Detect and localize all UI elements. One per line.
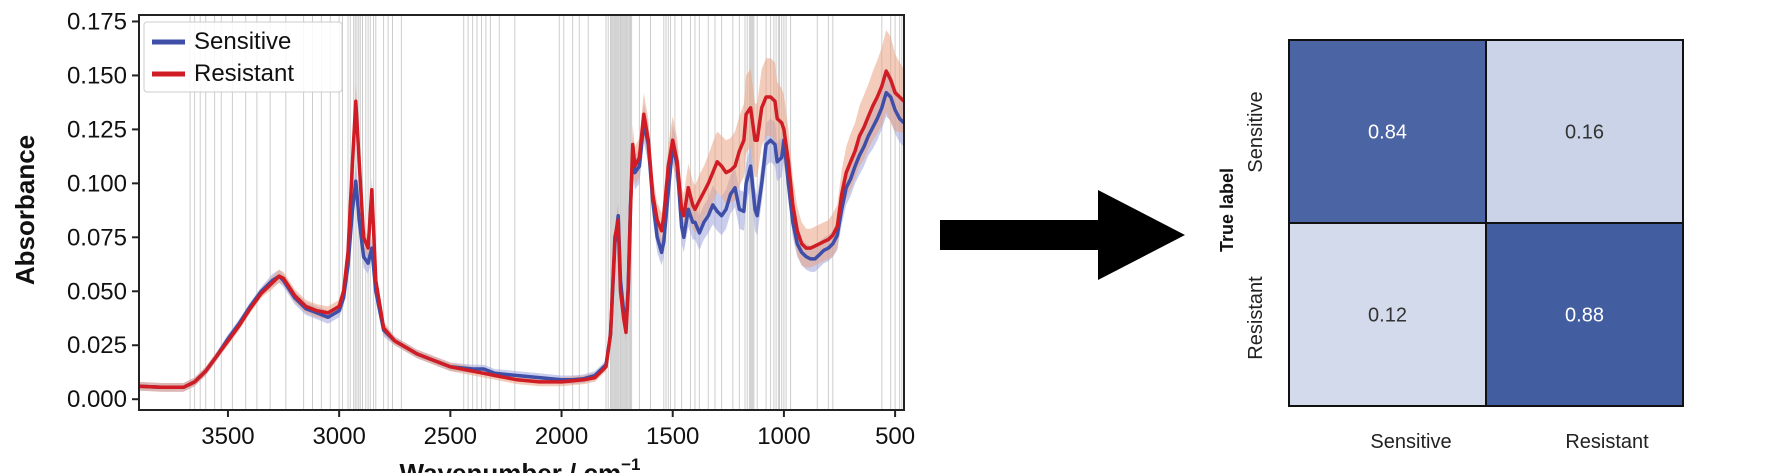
y-tick-label: 0.125 [67, 116, 127, 143]
matrix-y-label: True label [1217, 168, 1237, 252]
legend-label-resistant: Resistant [194, 60, 294, 87]
y-axis: 0.000 0.025 0.050 0.075 0.100 0.125 0.150 0.175 [67, 8, 139, 413]
matrix-row-label-sensitive: Sensitive [1245, 91, 1267, 172]
x-axis-label-superscript: −1 [621, 455, 640, 473]
arrow-head [1098, 190, 1185, 280]
x-tick-label: 2500 [424, 423, 477, 450]
x-tick-label: 3500 [201, 423, 254, 450]
series-lines [138, 69, 906, 390]
legend-label-sensitive: Sensitive [194, 28, 291, 55]
plot-frame [138, 14, 905, 411]
y-tick-label: 0.050 [67, 278, 127, 305]
band-sensitive [139, 69, 904, 392]
series-line-sensitive [138, 90, 906, 390]
x-axis-label-text: Wavenumber / cm [400, 458, 622, 473]
x-tick-label: 1500 [646, 423, 699, 450]
y-tick-label: 0.000 [67, 386, 127, 413]
matrix-cells: 0.84 0.16 0.12 0.88 [1288, 39, 1684, 407]
y-tick-label: 0.150 [67, 62, 127, 89]
legend-box [143, 21, 343, 93]
x-axis: 3500 3000 2500 2000 1500 1000 500 [201, 410, 915, 450]
x-tick-label: 3000 [312, 423, 365, 450]
x-tick-label: 1000 [757, 423, 810, 450]
arrow-shaft [940, 220, 1100, 250]
x-axis-label: Wavenumber / cm−1 [400, 455, 641, 473]
spectrum-chart: 0.000 0.025 0.050 0.075 0.100 0.125 0.150 0.175… [10, 8, 915, 473]
legend: Sensitive Resistant [143, 21, 343, 93]
series-line-resistant [138, 69, 906, 390]
confusion-matrix: 0.84 0.16 0.12 0.88 True label Sensitive Re… [1217, 39, 1684, 453]
matrix-row-label-resistant: Resistant [1245, 276, 1267, 360]
matrix-cell [1288, 39, 1487, 224]
matrix-cell-label: 0.88 [1565, 305, 1604, 327]
arrow-right-icon [940, 190, 1185, 280]
y-tick-label: 0.075 [67, 224, 127, 251]
y-tick-label: 0.100 [67, 170, 127, 197]
matrix-cell [1485, 222, 1684, 407]
matrix-col-label-resistant: Resistant [1565, 431, 1649, 453]
matrix-cell [1485, 39, 1684, 224]
x-tick-label: 2000 [535, 423, 588, 450]
y-tick-label: 0.175 [67, 8, 127, 35]
matrix-cell-label: 0.16 [1565, 122, 1604, 144]
matrix-cell-label: 0.84 [1368, 122, 1407, 144]
y-tick-label: 0.025 [67, 332, 127, 359]
matrix-cell-label: 0.12 [1368, 305, 1407, 327]
y-axis-label: Absorbance [10, 135, 40, 285]
matrix-col-label-sensitive: Sensitive [1370, 431, 1451, 453]
x-tick-label: 500 [875, 423, 915, 450]
